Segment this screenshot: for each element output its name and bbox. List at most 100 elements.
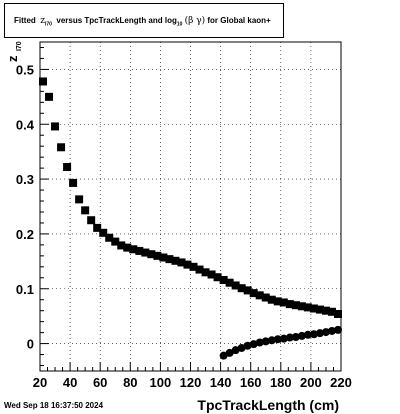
data-point-square bbox=[237, 284, 246, 293]
data-point-square bbox=[279, 298, 288, 307]
data-point-square bbox=[153, 251, 162, 260]
data-point-square bbox=[105, 233, 114, 242]
title-mid: versus TpcTrackLength and log bbox=[56, 16, 177, 25]
title-z-var: z bbox=[40, 16, 45, 26]
data-point-square bbox=[261, 293, 270, 302]
y-axis-label-sub: I70 bbox=[16, 41, 23, 51]
y-tick-label: 0.3 bbox=[16, 172, 34, 187]
data-point-square bbox=[321, 306, 330, 315]
y-tick-label: 0.5 bbox=[16, 62, 34, 77]
data-point-square bbox=[285, 300, 294, 309]
x-axis-label: TpcTrackLength (cm) bbox=[197, 397, 339, 413]
svg-text:z I70: z I70 bbox=[4, 41, 23, 62]
data-markers bbox=[39, 77, 342, 360]
data-point-square bbox=[39, 77, 48, 86]
x-tick-label: 160 bbox=[240, 375, 262, 390]
data-point-square bbox=[309, 304, 318, 313]
data-point-square bbox=[87, 216, 96, 225]
data-point-square bbox=[141, 248, 150, 257]
data-point-square bbox=[291, 301, 300, 310]
data-point-circle bbox=[237, 343, 246, 352]
title-z-sub: I70 bbox=[44, 21, 52, 28]
x-tick-label: 80 bbox=[123, 375, 137, 390]
data-point-circle bbox=[327, 326, 336, 335]
data-point-circle bbox=[273, 335, 282, 344]
data-point-square bbox=[267, 295, 276, 304]
data-point-square bbox=[99, 228, 108, 237]
data-point-square bbox=[249, 289, 258, 298]
data-point-circle bbox=[249, 340, 258, 349]
data-point-circle bbox=[279, 334, 288, 343]
grid-lines bbox=[40, 42, 341, 371]
data-point-square bbox=[207, 270, 216, 279]
data-point-square bbox=[273, 297, 282, 306]
x-tick-label: 100 bbox=[150, 375, 172, 390]
data-point-square bbox=[183, 260, 192, 269]
title-log-sub: 10 bbox=[176, 21, 183, 28]
x-tick-label: 180 bbox=[270, 375, 292, 390]
axes: 20 40 60 80 100 120 140 160 180 200 220 0 0.1 0.2 0.3 0… bbox=[16, 46, 352, 390]
chart-title-box: Fitted zI70 versus TpcTrackLength and lo… bbox=[4, 3, 284, 38]
title-post: for Global kaon+ bbox=[207, 16, 271, 25]
data-point-square bbox=[171, 256, 180, 265]
data-point-square bbox=[147, 250, 156, 259]
data-point-square bbox=[93, 223, 102, 232]
data-point-circle bbox=[297, 331, 306, 340]
data-point-square bbox=[129, 245, 138, 254]
data-point-square bbox=[189, 262, 198, 271]
data-point-square bbox=[201, 268, 210, 277]
data-point-square bbox=[255, 291, 264, 300]
timestamp: Wed Sep 18 16:37:50 2024 bbox=[4, 401, 104, 410]
title-pre: Fitted bbox=[14, 16, 36, 25]
data-point-square bbox=[225, 278, 234, 287]
data-point-circle bbox=[261, 337, 270, 346]
x-tick-label: 40 bbox=[63, 375, 77, 390]
data-point-square bbox=[297, 302, 306, 311]
data-point-circle bbox=[309, 330, 318, 339]
data-point-square bbox=[81, 206, 90, 215]
data-point-square bbox=[135, 246, 144, 255]
data-point-square bbox=[111, 237, 120, 246]
data-point-square bbox=[159, 253, 168, 262]
x-tick-label: 220 bbox=[330, 375, 352, 390]
data-point-square bbox=[303, 303, 312, 312]
data-point-square bbox=[165, 255, 174, 264]
x-tick-label: 120 bbox=[180, 375, 202, 390]
data-point-square bbox=[195, 265, 204, 274]
data-point-square bbox=[69, 178, 78, 187]
data-point-square bbox=[315, 305, 324, 314]
x-tick-label: 60 bbox=[93, 375, 107, 390]
data-point-square bbox=[243, 286, 252, 295]
x-tick-label: 200 bbox=[300, 375, 322, 390]
title-beta-gamma: (β γ) bbox=[184, 16, 206, 26]
chart-title: Fitted zI70 versus TpcTrackLength and lo… bbox=[14, 16, 271, 28]
data-point-square bbox=[57, 143, 66, 152]
data-point-square bbox=[333, 309, 342, 318]
data-point-square bbox=[117, 241, 126, 250]
data-point-square bbox=[213, 273, 222, 282]
y-tick-label: 0.4 bbox=[16, 117, 35, 132]
data-point-square bbox=[231, 281, 240, 290]
data-point-circle bbox=[267, 336, 276, 345]
y-axis-label-main: z bbox=[5, 55, 20, 62]
data-point-circle bbox=[333, 325, 342, 334]
data-point-square bbox=[123, 243, 132, 252]
data-point-square bbox=[177, 258, 186, 267]
data-point-circle bbox=[243, 341, 252, 350]
x-tick-label: 20 bbox=[33, 375, 47, 390]
y-tick-label: 0 bbox=[27, 337, 34, 352]
data-point-square bbox=[51, 122, 60, 131]
data-point-circle bbox=[315, 329, 324, 338]
data-point-square bbox=[327, 307, 336, 316]
y-tick-label: 0.2 bbox=[16, 227, 34, 242]
data-point-circle bbox=[225, 348, 234, 357]
data-point-circle bbox=[255, 338, 264, 347]
data-point-circle bbox=[231, 346, 240, 355]
data-point-circle bbox=[291, 333, 300, 342]
x-tick-label: 140 bbox=[210, 375, 232, 390]
data-point-square bbox=[45, 92, 54, 101]
data-point-circle bbox=[285, 333, 294, 342]
data-point-circle bbox=[219, 351, 228, 360]
data-point-square bbox=[75, 195, 84, 204]
